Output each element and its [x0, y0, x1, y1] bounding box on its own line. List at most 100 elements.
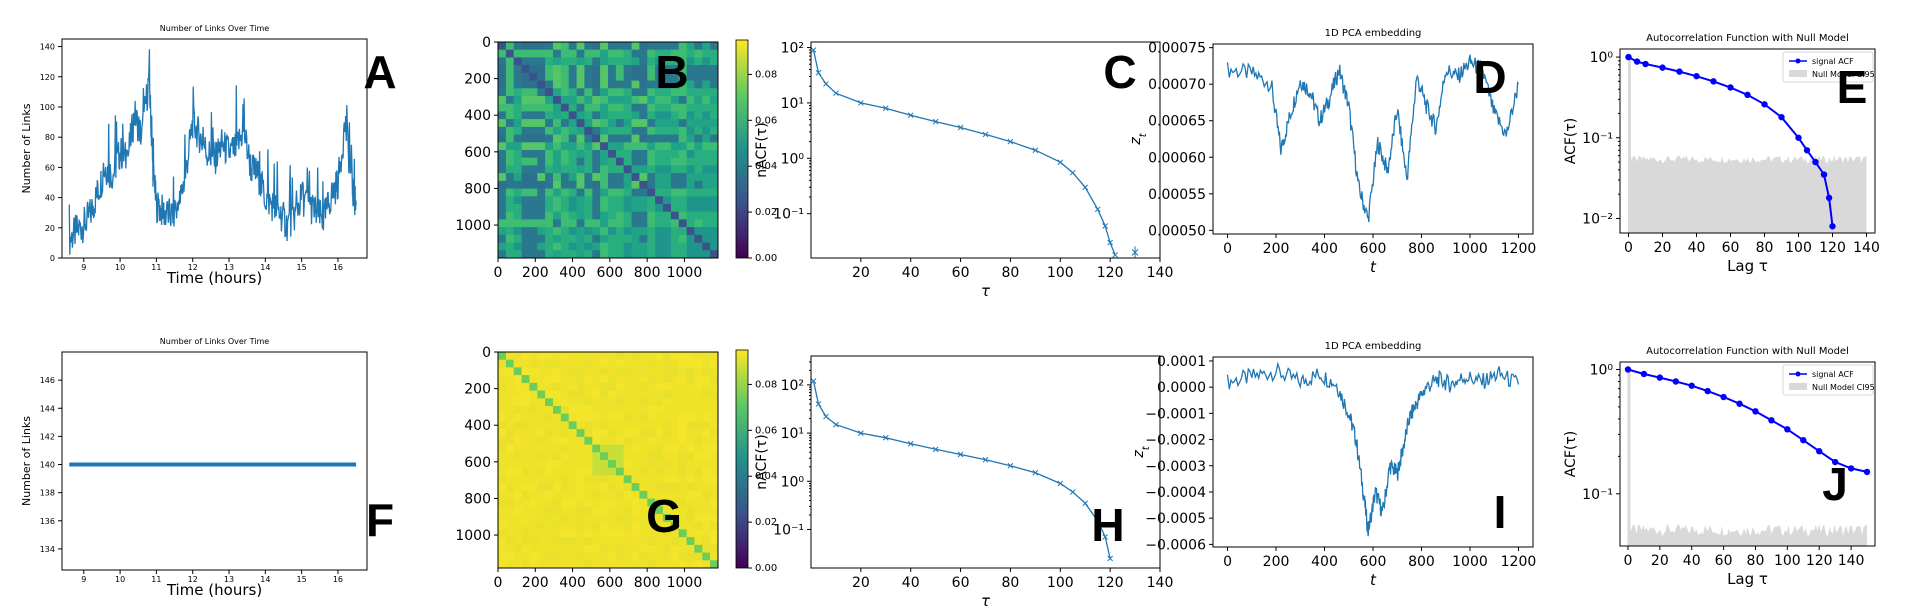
heatmap-cell [498, 467, 507, 476]
heatmap-cell [678, 219, 687, 228]
heatmap-cell [702, 475, 711, 484]
heatmap-cell [639, 421, 648, 430]
heatmap-cell [513, 490, 522, 500]
heatmap-cell [592, 88, 601, 97]
heatmap-cell [560, 165, 570, 174]
heatmap-cell [694, 204, 703, 213]
heatmap-cell [694, 250, 703, 259]
heatmap-cell [529, 157, 538, 166]
heatmap-cell [702, 560, 711, 569]
heatmap-cell [592, 529, 601, 538]
heatmap-cell [513, 142, 522, 151]
heatmap-cell [553, 444, 562, 453]
heatmap-cell [615, 529, 625, 538]
heatmap-cell [553, 80, 562, 89]
heatmap-cell [521, 96, 530, 105]
heatmap-cell [678, 421, 687, 430]
heatmap-cell [631, 180, 640, 190]
heatmap-cell [584, 436, 593, 446]
y-tick-label: 142 [40, 432, 55, 441]
heatmap-cell [537, 483, 546, 492]
heatmap-cell [600, 250, 609, 259]
heatmap-cell [686, 142, 695, 151]
heatmap-cell [702, 552, 711, 561]
heatmap-cell [560, 475, 570, 484]
heatmap-cell [686, 436, 695, 446]
heatmap-cell [513, 65, 522, 74]
heatmap-cell [670, 180, 680, 190]
heatmap-cell [686, 537, 695, 546]
heatmap-cell [655, 65, 664, 74]
heatmap-cell [615, 227, 625, 236]
heatmap-cell [686, 529, 695, 538]
heatmap-cell [576, 103, 585, 112]
heatmap-cell [655, 180, 664, 190]
heatmap-cell [568, 250, 577, 259]
heatmap-cell [576, 42, 585, 51]
heatmap-cell [537, 103, 546, 112]
heatmap-cell [623, 514, 632, 523]
heatmap-cell [521, 375, 530, 384]
heatmap-cell [615, 506, 625, 515]
heatmap-cell [631, 390, 640, 399]
heatmap-cell [631, 537, 640, 546]
heatmap-cell [560, 111, 570, 120]
heatmap-cell [521, 529, 530, 538]
heatmap-cell [498, 227, 507, 236]
heatmap-cell [537, 406, 546, 415]
heatmap-cell [568, 134, 577, 143]
heatmap-cell [521, 560, 530, 569]
heatmap-cell [702, 165, 711, 174]
heatmap-cell [639, 211, 648, 220]
heatmap-cell [529, 413, 538, 422]
heatmap-cell [513, 506, 522, 515]
heatmap-cell [560, 142, 570, 151]
heatmap-cell [678, 173, 687, 182]
heatmap-cell [663, 452, 672, 461]
heatmap-cell [702, 42, 711, 51]
heatmap-cell [686, 429, 695, 438]
data-point [858, 100, 864, 106]
heatmap-cell [521, 134, 530, 143]
heatmap-cell [639, 234, 648, 244]
heatmap-cell [710, 537, 719, 546]
heatmap-cell [678, 560, 687, 569]
heatmap-cell [686, 150, 695, 159]
heatmap-cell [655, 157, 664, 166]
heatmap-cell [694, 529, 703, 538]
heatmap-cell [647, 421, 656, 430]
heatmap-cell [631, 521, 640, 530]
x-tick-label: 600 [596, 265, 623, 281]
heatmap-cell [568, 196, 577, 205]
x-tick-label: 800 [1408, 554, 1435, 570]
heatmap-cell [615, 80, 625, 89]
heatmap-cell [631, 444, 640, 453]
heatmap-cell [663, 211, 672, 220]
heatmap-cell [710, 142, 719, 151]
heatmap-cell [568, 460, 577, 469]
heatmap-cell [521, 165, 530, 174]
heatmap-cell [521, 126, 530, 136]
heatmap-cell [553, 65, 562, 74]
heatmap-cell [623, 467, 632, 476]
heatmap-cell [505, 173, 515, 182]
series-line [68, 49, 357, 255]
heatmap-cell [647, 188, 656, 197]
heatmap-cell [498, 126, 507, 136]
heatmap-cell [623, 406, 632, 415]
heatmap-cell [545, 529, 554, 538]
heatmap-cell [560, 134, 570, 143]
heatmap-cell [498, 406, 507, 415]
x-tick-label: 1000 [1452, 554, 1488, 570]
heatmap-cell [686, 250, 695, 259]
heatmap-cell [560, 560, 570, 569]
x-tick-label: 140 [1147, 575, 1174, 591]
heatmap-cell [545, 204, 554, 213]
heatmap-cell [647, 537, 656, 546]
heatmap-cell [513, 367, 522, 376]
heatmap-cell [513, 49, 522, 58]
heatmap-cell [592, 429, 601, 438]
heatmap-cell [647, 96, 656, 105]
heatmap-cell [678, 537, 687, 546]
x-tick-label: 1000 [667, 575, 703, 591]
